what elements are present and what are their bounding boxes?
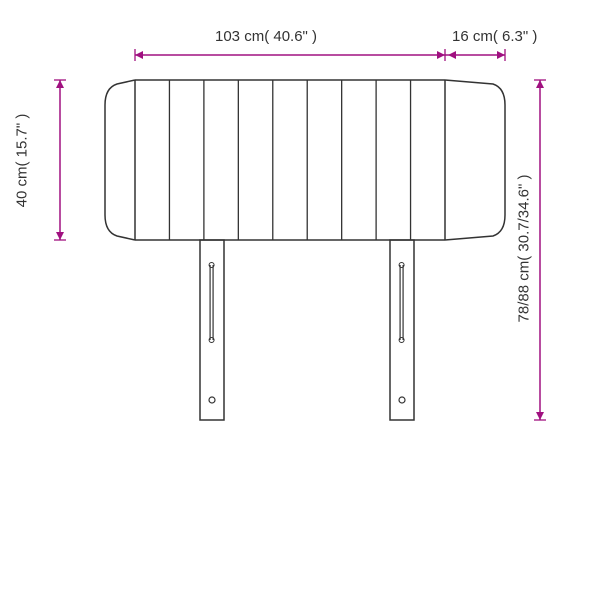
diagram-svg	[0, 0, 600, 600]
dim-label-height-total: 78/88 cm( 30.7/34.6" )	[515, 175, 532, 323]
dim-label-width-main: 103 cm( 40.6" )	[215, 28, 317, 45]
diagram-container: 103 cm( 40.6" ) 16 cm( 6.3" ) 40 cm( 15.…	[0, 0, 600, 600]
dim-label-height-side: 40 cm( 15.7" )	[13, 114, 30, 208]
dim-label-width-side: 16 cm( 6.3" )	[452, 28, 537, 45]
